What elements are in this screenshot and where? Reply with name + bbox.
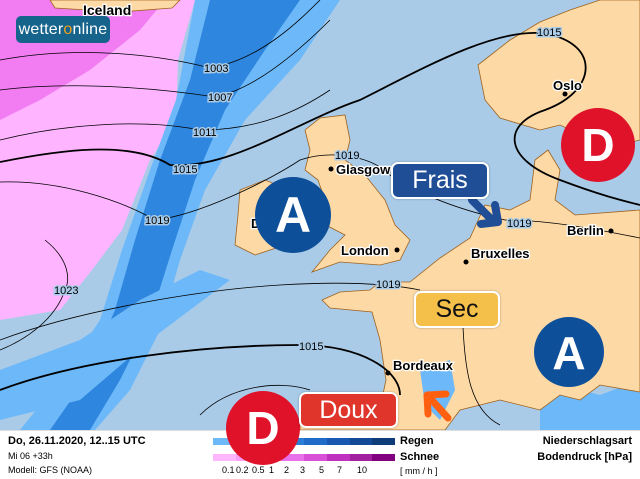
model-name: Modell: GFS (NOAA): [8, 465, 93, 475]
scale-tick-label: 0.1: [222, 465, 235, 475]
city-label-bruxelles: Bruxelles: [471, 246, 530, 261]
city-dot: [385, 370, 391, 376]
unit-label: [ mm / h ]: [400, 466, 438, 476]
rain-area: [0, 270, 230, 420]
isobar-1003: [0, 0, 321, 69]
rain-scale-swatch: [213, 438, 236, 445]
city-dot: [328, 166, 334, 172]
scale-tick-label: 10: [357, 465, 368, 475]
isobar-labels: 1003 1007 1011 1015 1019 1023 1015 1019 …: [53, 26, 563, 355]
snow-scale-swatch: [213, 454, 236, 461]
isobar-1019-sec: [462, 326, 501, 426]
land-iceland: [49, 0, 181, 13]
scale-tick-label: 5: [319, 465, 325, 475]
high-pressure-marker: A: [534, 317, 604, 387]
snow-scale-swatch: [281, 454, 304, 461]
callout-frais: Frais: [391, 162, 489, 199]
scale-tick-label: 0.5: [252, 465, 265, 475]
place-label-iceland: Iceland: [83, 2, 131, 18]
low-pressure-marker: D: [561, 108, 635, 182]
scale-tick-label: 3: [300, 465, 306, 475]
city-dot: [608, 228, 614, 234]
isobar-label: 1003: [204, 63, 228, 75]
callout-sec: Sec: [414, 291, 500, 328]
isobar-label: 1011: [193, 127, 217, 139]
isobar-label: 1019: [376, 279, 400, 291]
rain-scale-swatch: [326, 438, 350, 445]
precip-type-label: Niederschlagsart: [542, 435, 632, 447]
isobar-label: 1019: [145, 215, 169, 227]
snow-scale-swatch: [372, 454, 395, 461]
cold-air-arrow-icon: [468, 196, 502, 228]
isobar-1023: [0, 239, 68, 351]
isobar-label: 1015: [537, 27, 561, 39]
isobar-label: 1015: [299, 341, 323, 353]
city-dot: [562, 91, 568, 97]
city-label-glasgow: Glasgow: [336, 162, 391, 177]
snow-scale-swatch: [304, 454, 327, 461]
isobar-label: 1019: [507, 218, 531, 230]
isobar-label: 1007: [208, 92, 232, 104]
high-pressure-marker: A: [255, 177, 331, 253]
scale-tick-label: 7: [337, 465, 343, 475]
model-run: Mi 06 +33h: [8, 451, 53, 461]
logo-text: o: [63, 21, 73, 38]
callout-doux: Doux: [299, 392, 398, 428]
rain-label: Regen: [400, 435, 434, 447]
isobar-1007: [0, 19, 331, 98]
city-dot: [463, 259, 469, 265]
logo-text: wetter: [18, 21, 64, 38]
isobar-1011-south: [199, 384, 311, 416]
scale-tick-label: 0.2: [236, 465, 249, 475]
snow-scale-swatch: [326, 454, 350, 461]
forecast-date: Do, 26.11.2020, 12..15 UTC: [8, 435, 146, 447]
legend-panel: Do, 26.11.2020, 12..15 UTC Mi 06 +33h Mo…: [0, 430, 640, 479]
city-dot: [394, 247, 400, 253]
isobar-1019: [0, 154, 640, 239]
isobar-label: 1023: [54, 285, 78, 297]
city-label-berlin: Berlin: [567, 223, 604, 238]
snow-label: Schnee: [400, 451, 440, 463]
rain-scale-swatch: [372, 438, 395, 445]
pressure-label: Bodendruck [hPa]: [537, 451, 632, 463]
wetteronline-logo[interactable]: wetteronline: [16, 16, 110, 43]
isobar-1019-south: [0, 282, 421, 341]
city-label-oslo: Oslo: [553, 78, 582, 93]
low-pressure-marker: D: [226, 391, 300, 465]
isobar-label: 1015: [173, 164, 197, 176]
snow-scale-swatch: [349, 454, 373, 461]
scale-tick-label: 1: [269, 465, 275, 475]
isobar-1015: [0, 32, 640, 206]
rain-scale-swatch: [349, 438, 373, 445]
logo-text: nline: [72, 21, 108, 38]
warm-air-arrow-icon: [423, 390, 452, 422]
isobar-1011: [0, 89, 331, 141]
isobar-label: 1019: [335, 150, 359, 162]
isobar-1015-south: [0, 344, 401, 396]
scale-tick-label: 2: [284, 465, 290, 475]
rain-scale-swatch: [304, 438, 327, 445]
city-label-bordeaux: Bordeaux: [393, 358, 454, 373]
city-label-london: London: [341, 243, 389, 258]
